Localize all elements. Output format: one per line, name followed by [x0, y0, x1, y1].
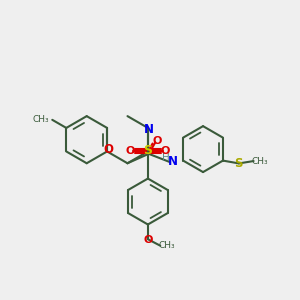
Text: CH₃: CH₃	[252, 157, 268, 166]
Text: O: O	[103, 143, 113, 156]
Text: O: O	[161, 146, 170, 156]
Text: CH₃: CH₃	[32, 115, 49, 124]
Text: N: N	[143, 124, 154, 136]
Text: N: N	[168, 155, 178, 168]
Text: O: O	[153, 136, 162, 146]
Text: S: S	[143, 144, 152, 158]
Text: CH₃: CH₃	[158, 241, 175, 250]
Text: O: O	[143, 235, 153, 244]
Text: S: S	[235, 157, 243, 170]
Text: O: O	[125, 146, 135, 156]
Text: H: H	[162, 153, 170, 163]
